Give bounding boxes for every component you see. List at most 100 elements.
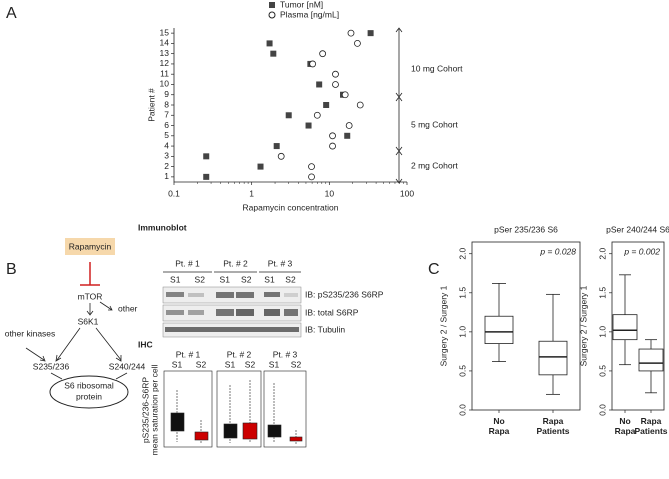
y-tick-label: 8 <box>164 99 169 109</box>
box <box>484 315 514 344</box>
blot-row-label: IB: pS235/236 S6RP <box>305 289 384 299</box>
patient-label: Pt. # 2 <box>223 258 248 268</box>
plasma-point <box>332 70 339 78</box>
panel-label: B <box>6 261 17 278</box>
plasma-point <box>341 91 349 99</box>
y-tick-label: 15 <box>160 27 170 37</box>
ihc-title: IHC <box>138 339 153 349</box>
plasma-point <box>354 40 361 47</box>
y-tick-label: 4 <box>164 140 169 150</box>
y-tick-label: 5 <box>164 130 169 140</box>
plasma-point <box>356 101 364 109</box>
ihc-ylabel: pS235/236-S6RP <box>140 377 150 443</box>
patient-label: Pt. # 1 <box>175 258 200 268</box>
node: other <box>118 303 138 313</box>
node: protein <box>76 391 102 401</box>
plasma-point <box>313 111 321 119</box>
y-tick-label: 9 <box>164 89 169 99</box>
plot-frame <box>471 241 581 411</box>
node: S6K1 <box>78 316 99 326</box>
sample-label: S1 <box>220 274 231 284</box>
panel-label: A <box>6 5 17 22</box>
y-tick-label: 1.0 <box>457 326 467 338</box>
x-tick-label: 100 <box>400 188 414 198</box>
sample-label: S2 <box>195 274 206 284</box>
sample-label: S2 <box>196 359 207 369</box>
node: S240/244 <box>109 361 146 371</box>
cohort-label: 2 mg Cohort <box>411 160 458 170</box>
y-tick-label: 2 <box>164 161 169 171</box>
ihc-panels <box>163 370 307 448</box>
x-tick-label: Rapa Patients <box>536 416 569 436</box>
plasma-point <box>309 60 317 68</box>
cohort-label: 10 mg Cohort <box>411 63 463 73</box>
protein-ellipse <box>49 375 129 409</box>
x-tick-label: No Rapa <box>615 416 636 436</box>
y-tick-label: 13 <box>160 48 170 58</box>
sample-label: S1 <box>269 359 280 369</box>
sample-label: S1 <box>172 359 183 369</box>
y-tick-label: 7 <box>164 110 169 120</box>
node: mTOR <box>78 291 103 301</box>
y-tick-label: 0.5 <box>597 365 607 377</box>
drug-box <box>65 238 115 255</box>
y-tick-label: 6 <box>164 120 169 130</box>
tumor-point <box>344 132 351 139</box>
x-tick-label: 0.1 <box>168 188 180 198</box>
y-tick-label: 0.5 <box>457 365 467 377</box>
node: S235/236 <box>33 361 70 371</box>
patient-label: Pt. # 3 <box>273 349 298 359</box>
blot-row-label: IB: Tubulin <box>305 324 345 334</box>
y-tick-label: 12 <box>160 58 170 68</box>
chart-title: pSer 240/244 S6 <box>606 224 669 234</box>
drug-label: Rapamycin <box>69 241 112 251</box>
box <box>612 314 638 341</box>
cohort-brackets <box>395 27 403 184</box>
x-tick-label: 10 <box>325 188 335 198</box>
sample-label: S2 <box>285 274 296 284</box>
plasma-point <box>308 163 315 171</box>
y-tick-label: 2.0 <box>457 248 467 260</box>
y-tick-label: 0.0 <box>597 404 607 416</box>
tumor-point <box>270 50 277 57</box>
legend-marker <box>269 2 275 8</box>
x-tick-label: 1 <box>249 188 254 198</box>
sample-label: S1 <box>264 274 275 284</box>
node: S6 ribosomal <box>64 380 114 390</box>
y-tick-label: 3 <box>164 151 169 161</box>
plasma-point <box>277 152 285 160</box>
y-axis-label: Patient # <box>146 88 156 122</box>
legend-label: Tumor [nM] <box>280 0 323 9</box>
chart-title: pSer 235/236 S6 <box>494 224 558 234</box>
panel-label: C <box>428 261 440 278</box>
tumor-point <box>305 122 312 129</box>
blot-bands <box>162 271 302 338</box>
ihc-ylabel: mean saturation per cell <box>149 365 159 456</box>
tumor-point <box>266 40 273 47</box>
sample-label: S1 <box>170 274 181 284</box>
arrows <box>25 301 128 380</box>
plasma-point <box>319 50 327 58</box>
plasma-point <box>347 29 355 37</box>
x-tick-label: Rapa Patients <box>634 416 667 436</box>
y-axis-label: Surgery 2 / Surgery 1 <box>578 285 588 366</box>
inhibition <box>80 262 100 286</box>
y-tick-label: 10 <box>160 79 170 89</box>
blot-row-label: IB: total S6RP <box>305 307 359 317</box>
plasma-point <box>332 81 339 88</box>
cohort-label: 5 mg Cohort <box>411 119 458 129</box>
tumor-point <box>203 173 210 180</box>
patient-label: Pt. # 3 <box>268 258 293 268</box>
y-tick-label: 14 <box>160 38 170 48</box>
tumor-point <box>273 143 280 150</box>
tumor-point <box>316 81 323 88</box>
plasma-point <box>345 122 353 129</box>
y-tick-label: 1.0 <box>597 326 607 338</box>
sample-label: S1 <box>225 359 236 369</box>
tumor-point <box>367 30 374 37</box>
plasma-point <box>329 142 336 150</box>
sample-label: S2 <box>245 359 256 369</box>
blot-title: Immunoblot <box>138 222 187 232</box>
sample-label: S2 <box>241 274 252 284</box>
